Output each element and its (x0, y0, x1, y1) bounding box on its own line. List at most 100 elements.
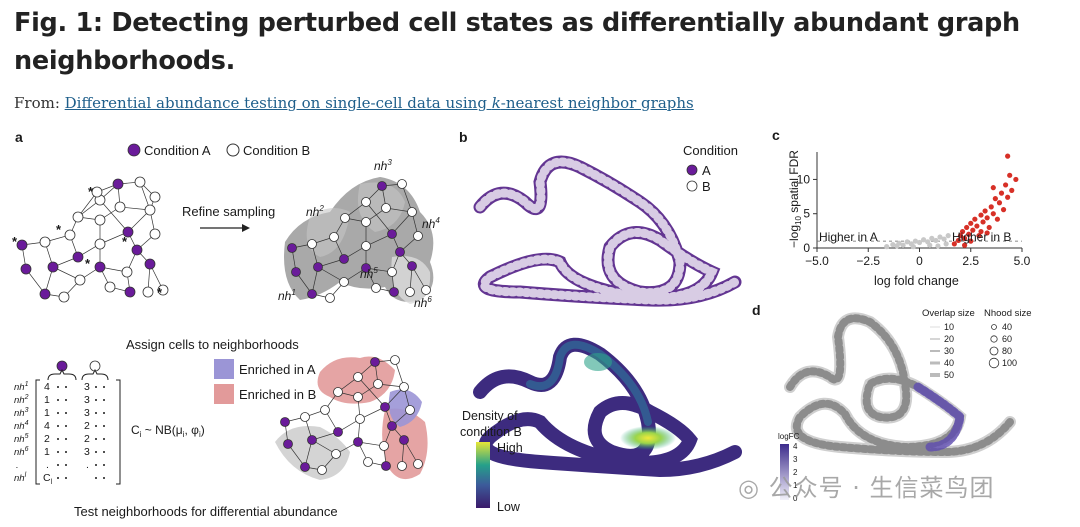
svg-text:*: * (56, 222, 62, 237)
article-link[interactable]: Differential abundance testing on single… (64, 94, 694, 112)
legend-condition-a: Condition A (144, 143, 211, 158)
volcano-point (972, 216, 978, 222)
neighborhood-labels: nh1 nh2 nh3 nh4 nh5 nh6 (278, 158, 440, 310)
svg-text:nh3: nh3 (374, 158, 392, 173)
legend-b-icon (686, 180, 698, 192)
watermark: ◎ 公众号 · 生信菜鸟团 (738, 474, 995, 502)
svg-text:10: 10 (944, 322, 954, 332)
legend-a-label: A (702, 163, 711, 178)
volcano-point (941, 236, 947, 242)
svg-text:2: 2 (44, 433, 50, 445)
refine-sampling-label: Refine sampling (182, 204, 275, 219)
matrix-row-labels: nh1 nh2 nh3 nh4 nh5 nh6 . nhl (14, 381, 29, 484)
svg-text:1: 1 (44, 394, 50, 406)
volcano-point (945, 233, 951, 239)
logfc-title: logFC (778, 432, 800, 441)
from-label: From: (14, 94, 65, 112)
volcano-point (984, 230, 990, 236)
svg-text:nh3: nh3 (14, 407, 29, 419)
nb-model-formula: Ci ~ NB(μi, φi) (131, 423, 205, 439)
svg-text:nh5: nh5 (360, 266, 378, 281)
svg-text:50: 50 (944, 370, 954, 380)
svg-text:20: 20 (944, 334, 954, 344)
volcano-point (964, 224, 970, 231)
nhood-size-legend: 40 60 80 100 (988, 322, 1017, 369)
matrix-left-bracket (35, 379, 40, 485)
volcano-point (904, 239, 910, 245)
volcano-point (933, 237, 939, 244)
brace-a-icon (47, 368, 77, 381)
svg-text:nh6: nh6 (14, 446, 29, 458)
svg-text:.: . (86, 459, 89, 471)
density-colorbar (476, 442, 490, 508)
svg-text:1: 1 (793, 481, 798, 490)
svg-text:3: 3 (84, 381, 90, 393)
svg-text:1: 1 (44, 407, 50, 419)
logfc-ticks: 4 3 2 1 0 (793, 442, 798, 503)
volcano-point (959, 228, 966, 235)
svg-text:4: 4 (44, 420, 50, 432)
svg-text:3: 3 (84, 446, 90, 458)
svg-text:3: 3 (84, 394, 90, 406)
x-tick-label: 0 (916, 254, 923, 268)
from-line: From: Differential abundance testing on … (14, 94, 694, 112)
legend-a-icon (686, 164, 698, 176)
volcano-point (957, 233, 964, 239)
svg-text:.: . (46, 459, 49, 471)
svg-text:30: 30 (944, 346, 954, 356)
arrow-head-icon (242, 224, 250, 232)
overlap-size-title: Overlap size (922, 308, 975, 319)
condition-legend-title: Condition (683, 143, 738, 158)
density-title-2: condition B (460, 425, 522, 439)
volcano-plot: −5.0 −2.5 0 2.5 5.0 0 5 10 (797, 152, 1031, 268)
volcano-point (921, 237, 927, 243)
test-neighborhoods-label: Test neighborhoods for differential abun… (74, 504, 338, 519)
volcano-point (968, 220, 974, 226)
matrix-col-a: 41 14 21 . Cl (43, 381, 53, 486)
volcano-point (962, 235, 968, 241)
assign-cells-label: Assign cells to neighborhoods (126, 337, 299, 352)
volcano-point (1005, 194, 1011, 200)
svg-text:nh4: nh4 (422, 216, 440, 231)
condition-b-swatch-icon (226, 143, 240, 157)
volcano-point (986, 224, 992, 231)
enriched-a-label: Enriched in A (239, 362, 316, 377)
panel-d-letter: d (752, 302, 761, 318)
figure-svg: a Condition A Condition B * * * * * * Refine… (12, 127, 1032, 519)
x-tick-label: 5.0 (1014, 254, 1031, 268)
svg-text:*: * (122, 234, 128, 249)
enriched-a-swatch (214, 359, 234, 379)
y-tick-label: 10 (797, 172, 811, 186)
da-neighborhood-graph (275, 355, 428, 480)
condition-a-swatch-icon (127, 143, 141, 157)
svg-text:2: 2 (793, 468, 798, 477)
svg-text:*: * (157, 285, 163, 300)
y-tick-label: 5 (803, 207, 810, 221)
nhood-size-title: Nhood size (984, 308, 1032, 319)
svg-text:3: 3 (793, 455, 798, 464)
volcano-point (980, 219, 986, 225)
volcano-y-label: −log10 spatial FDR (787, 150, 803, 248)
volcano-point (978, 228, 984, 235)
volcano-point (978, 212, 984, 218)
volcano-point (966, 231, 972, 237)
x-tick-label: −5.0 (805, 254, 829, 268)
volcano-point (943, 241, 949, 247)
knn-graph-sampled-nodes (287, 179, 431, 303)
volcano-point (916, 239, 923, 246)
volcano-point (927, 242, 933, 248)
umap-condition-plot (473, 155, 742, 307)
index-markers: * * * * * * (12, 184, 163, 300)
svg-text:nhl: nhl (14, 472, 27, 484)
volcano-point (990, 185, 996, 191)
volcano-point (976, 233, 982, 239)
svg-text:100: 100 (1002, 358, 1017, 368)
density-low-label: Low (497, 500, 521, 514)
volcano-point (970, 227, 976, 233)
knn-graph-raw-nodes (16, 176, 169, 303)
logfc-colorbar (780, 444, 789, 500)
svg-text:*: * (85, 256, 91, 271)
panel-a-letter: a (15, 129, 23, 145)
volcano-point (1013, 176, 1019, 183)
svg-text:80: 80 (1002, 346, 1012, 356)
